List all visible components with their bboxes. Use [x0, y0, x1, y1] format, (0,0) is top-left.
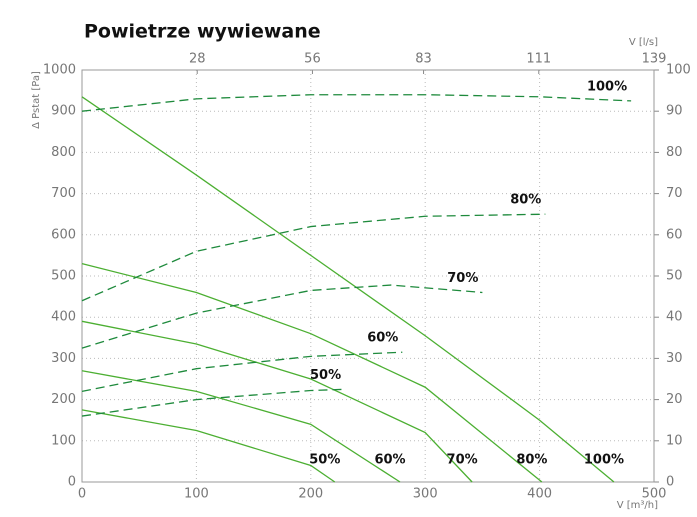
curve: [81, 388, 346, 417]
y2-tick-label: 10: [666, 433, 683, 448]
plot-frame: [81, 69, 655, 483]
y2-tick-label: 70: [666, 186, 683, 201]
x-tick-label: 100: [184, 487, 209, 502]
y-tick-label: 100: [51, 433, 76, 448]
y2-tick-label: 100: [666, 63, 691, 78]
y-tick-label: 1000: [43, 63, 76, 78]
x2-tick-label: 111: [526, 52, 551, 67]
y2-tick-label: 60: [666, 227, 683, 242]
y2-tick-label: 40: [666, 310, 683, 325]
curve-label: 100%: [587, 79, 627, 94]
curve-label: 50%: [309, 453, 340, 468]
chart-title: Powietrze wywiewane: [84, 21, 321, 43]
curve-label: 70%: [447, 453, 478, 468]
y-tick-label: 800: [51, 145, 76, 160]
x2-tick-label: 56: [304, 52, 321, 67]
y2-tick-label: 80: [666, 145, 683, 160]
y2-tick-label: 50: [666, 269, 683, 284]
curve-label: 60%: [367, 331, 398, 346]
y2-tick-label: 90: [666, 104, 683, 119]
y2-tick-label: 20: [666, 392, 683, 407]
curve: [81, 320, 473, 483]
x-tick-label: 400: [527, 487, 552, 502]
y-tick-label: 700: [51, 186, 76, 201]
x-tick-label: 500: [642, 487, 667, 502]
curve: [81, 370, 401, 483]
x2-axis-title: V [l/s]: [629, 37, 658, 48]
x2-tick-label: 139: [642, 52, 667, 67]
curve: [81, 284, 483, 349]
curve: [81, 351, 403, 392]
x-axis-title: V [m³/h]: [617, 500, 658, 511]
y2-tick-label: 30: [666, 351, 683, 366]
curve-label: 80%: [510, 193, 541, 208]
curve-label: 70%: [447, 271, 478, 286]
curve: [81, 94, 632, 112]
x-tick-label: 0: [78, 487, 86, 502]
y-tick-label: 0: [68, 475, 76, 490]
curve: [81, 409, 336, 483]
curve: [81, 213, 546, 302]
y-tick-label: 400: [51, 310, 76, 325]
y-tick-label: 200: [51, 392, 76, 407]
y-tick-label: 300: [51, 351, 76, 366]
y-tick-label: 600: [51, 227, 76, 242]
x2-tick-label: 83: [415, 52, 432, 67]
curve: [81, 263, 543, 483]
curve-label: 60%: [374, 453, 405, 468]
y-tick-label: 900: [51, 104, 76, 119]
x-tick-label: 300: [413, 487, 438, 502]
curve-label: 100%: [584, 453, 624, 468]
y2-tick-label: 0: [666, 475, 674, 490]
y-tick-label: 500: [51, 269, 76, 284]
curve: [81, 96, 615, 483]
y-axis-title: Δ Pstat [Pa]: [31, 71, 42, 129]
curve-label: 50%: [310, 368, 341, 383]
curve-label: 80%: [516, 453, 547, 468]
x-tick-label: 200: [298, 487, 323, 502]
x2-tick-label: 28: [189, 52, 206, 67]
